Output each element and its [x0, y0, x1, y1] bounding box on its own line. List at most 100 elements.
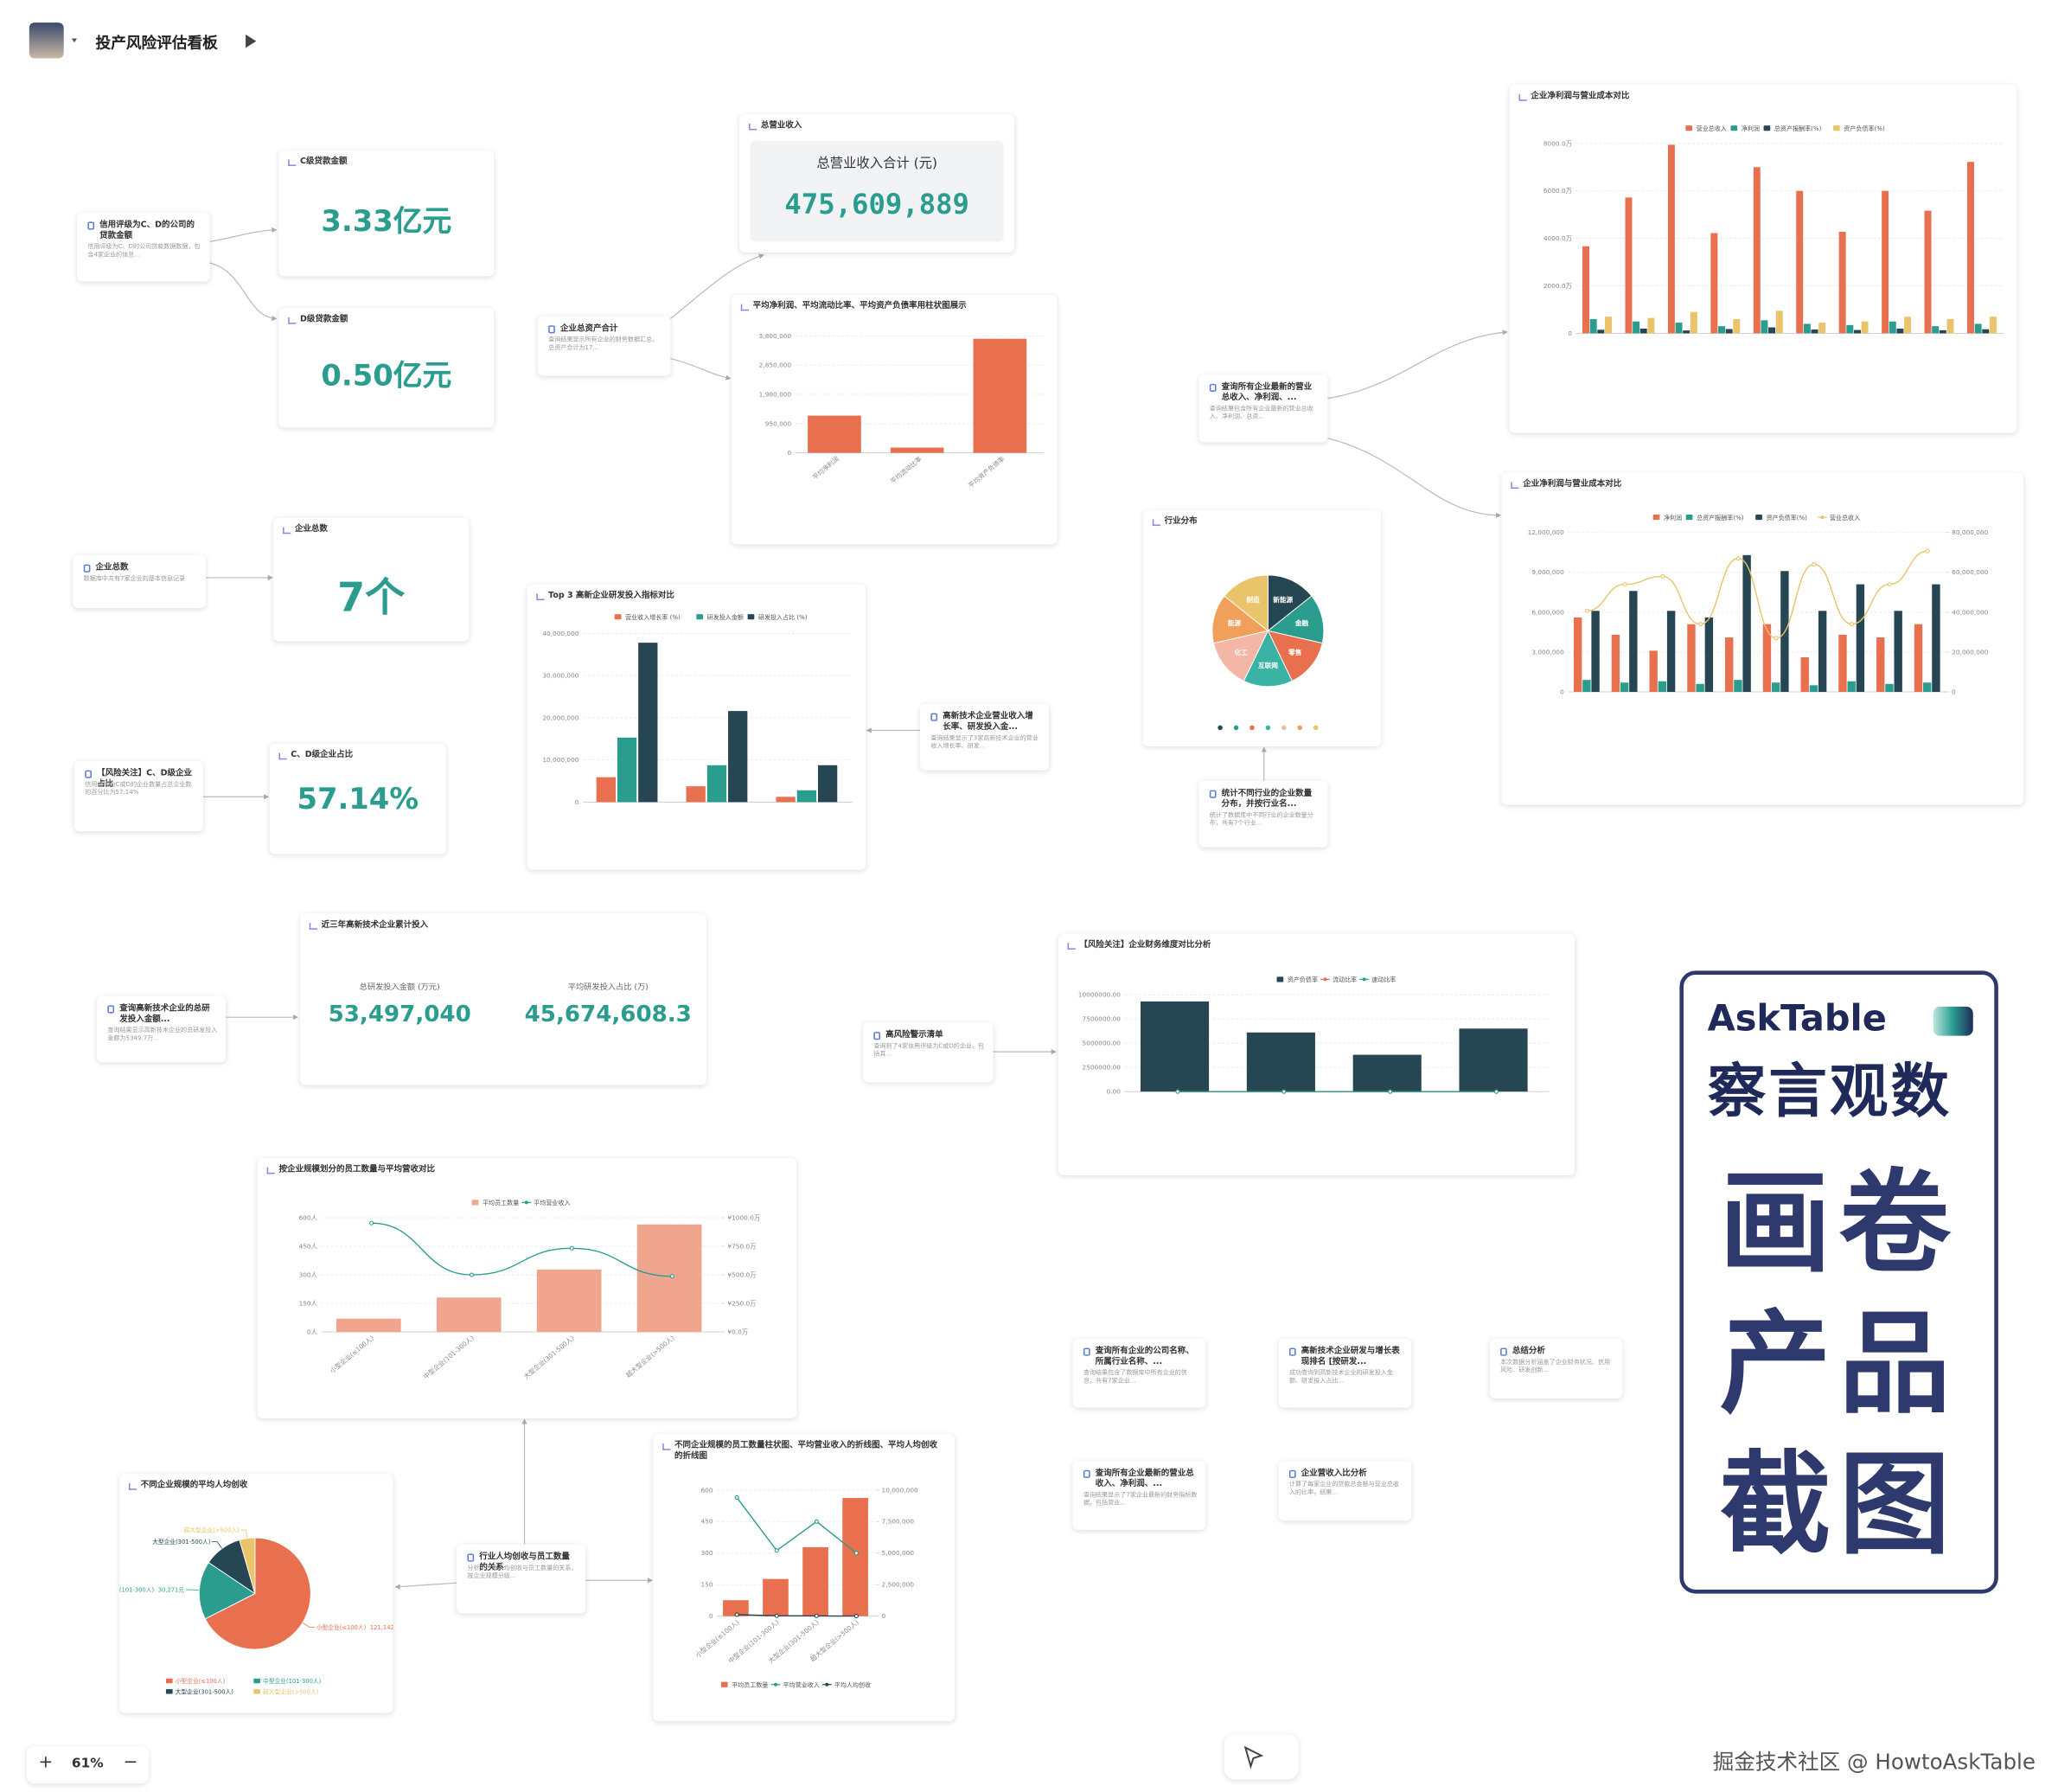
db-icon: [83, 564, 91, 573]
query-card[interactable]: 高新技术企业研发与增长表现排名 [按研发... 成功查询到高新技术企业的研发投入金…: [1278, 1338, 1412, 1408]
slice-label: 能源: [1228, 618, 1242, 627]
legend-swatch: [165, 1689, 173, 1694]
y2-tick-label: ¥1000.0万: [727, 1213, 760, 1221]
metric-label: C级贷款金额: [300, 157, 348, 166]
chart-plot: 0 3,000,000 6,000,000 9,000,000 12,000,000 0 2…: [1528, 514, 1989, 696]
query-card[interactable]: 高新技术企业营业收入增长率、研发投入金... 查询结果显示了3家高新技术企业的营业…: [920, 703, 1050, 771]
y-tick-label: 950,000: [765, 419, 792, 427]
summary-box: 总营业收入合计 (元) 475,609,889: [750, 140, 1004, 242]
bar: [1932, 326, 1940, 334]
y2-tick-label: 2,500,000: [882, 1581, 915, 1589]
query-card[interactable]: 高风险警示清单 查询到了4家信用评级为C或D的企业，包括其...: [863, 1022, 994, 1083]
avatar[interactable]: [29, 22, 64, 59]
line-point: [1887, 582, 1892, 587]
query-card[interactable]: 查询高新技术企业的总研发投入金额... 查询结果显示高新技术企业的总研发投入金额为…: [97, 995, 227, 1063]
legend-dot: [774, 1682, 778, 1686]
bar: [1620, 682, 1629, 692]
query-card[interactable]: 查询所有企业最新的营业总收入、净利润、... 查询结果显示了7家企业最新的财务指标…: [1072, 1461, 1206, 1530]
y-tick-label: 2500000.00: [1082, 1064, 1121, 1072]
bar: [1683, 330, 1690, 334]
chart-title: 行业分布: [1164, 516, 1198, 527]
summary-caption: 总营业收入合计 (元): [816, 157, 938, 172]
bar: [1853, 330, 1861, 334]
line-point: [814, 1613, 819, 1618]
y2-tick-label: 7,500,000: [882, 1518, 915, 1526]
legend-label: 资产负债率: [1288, 976, 1318, 983]
chart-icon: [288, 317, 297, 324]
legend-label: 总资产报酬率(%): [1697, 514, 1744, 522]
legend-label: 营业收入增长率 (%): [625, 613, 681, 621]
slice-label: 小型企业(≤100人)121,142元: [316, 1623, 393, 1631]
y-tick-label: 600人: [299, 1213, 318, 1221]
x-tick-label: 平均资产负债率: [967, 455, 1006, 490]
slice-value: 121,142元: [370, 1624, 393, 1631]
db-icon: [1500, 1347, 1507, 1356]
db-icon: [1209, 790, 1217, 798]
bar: [1882, 190, 1889, 334]
query-card[interactable]: 企业总资产合计 查询结果显示所有企业的财务数据汇总，总资产合计为17...: [537, 316, 671, 376]
query-card[interactable]: 企业营收入比分析 计算了每家企业的贷款总金额与营业总收入的比率，结果...: [1278, 1461, 1412, 1521]
bar: [1647, 317, 1655, 334]
legend-label: 超大型企业(>500人): [263, 1688, 319, 1696]
bar: [802, 1546, 828, 1616]
slice-category: 小型企业(≤100人): [316, 1623, 367, 1631]
legend-swatch: [1276, 976, 1284, 982]
zoom-in[interactable]: +: [38, 1752, 54, 1773]
db-icon: [873, 1032, 881, 1040]
db-icon: [1209, 383, 1217, 392]
y-tick-label: 450: [701, 1518, 713, 1526]
query-title: 企业总数: [95, 563, 129, 573]
bar: [1589, 318, 1597, 334]
query-card[interactable]: 【风险关注】C、D级企业占比 信用评级为C或D的企业数量占总企业数的百分比为57.…: [74, 760, 203, 832]
metric-label: D级贷款金额: [300, 314, 348, 324]
y-tick-label: 3,800,000: [759, 332, 792, 340]
board-title: 投产风险评估看板: [95, 33, 218, 52]
bar: [1690, 311, 1697, 334]
caret-icon[interactable]: [71, 38, 78, 43]
y-tick-label: 6,000,000: [1531, 608, 1564, 616]
bar: [1974, 323, 1982, 334]
legend-label: 平均营业收入: [783, 1681, 819, 1689]
chart-card: 企业净利润与营业成本对比 0 3,000,000 6,000,000 9,000,000…: [1501, 472, 2024, 805]
metric-value: 7个: [337, 574, 406, 621]
legend-label: 净利润: [1664, 514, 1682, 522]
query-card[interactable]: 查询所有企业的公司名称、所属行业名称、... 查询结果包含了数据库中所有企业的信息…: [1072, 1338, 1206, 1408]
stats-value: 53,497,040: [328, 1001, 471, 1028]
play-icon[interactable]: [246, 34, 257, 48]
query-card[interactable]: 信用评级为C、D的公司的贷款金额 信用评级为C、D的公司贷款数据数据，包含4家企业…: [77, 212, 210, 282]
bar: [1838, 634, 1847, 692]
y2-tick-label: ¥500.0万: [727, 1271, 756, 1279]
query-card[interactable]: 行业人均创收与员工数量的关系 分析了行业人均创收与员工数量的关系，按企业规模分级.…: [457, 1544, 586, 1614]
pie-slice: [239, 1537, 256, 1594]
query-card[interactable]: 查询所有企业最新的营业总收入、净利润、... 查询结果包含所有企业最新的营业总收入…: [1198, 374, 1328, 443]
y-tick-label: 40,000,000: [542, 630, 578, 637]
bar: [1246, 1032, 1315, 1092]
query-card[interactable]: 企业总数 数据库中共有7家企业的基本信息记录: [73, 554, 206, 609]
legend-swatch: [747, 614, 755, 620]
bar: [1939, 330, 1946, 334]
query-card[interactable]: 总结分析 本次数据分析涵盖了企业财务状况、信用风险、研发创新...: [1489, 1338, 1623, 1398]
pointer-tool[interactable]: [1224, 1734, 1299, 1780]
bar: [1989, 317, 1997, 334]
bar: [1718, 326, 1725, 334]
query-card[interactable]: 统计不同行业的企业数量分布，并按行业名... 统计了数据库中不同行业的企业数量分布…: [1198, 780, 1328, 848]
x-tick-label: 中型企业(101-300人): [422, 1334, 476, 1380]
zoom-out[interactable]: −: [123, 1752, 138, 1773]
x-tick-label: 大型企业(301-500人): [522, 1334, 576, 1380]
y-tick-label: 150: [701, 1581, 713, 1589]
bar: [1352, 1054, 1422, 1092]
metric-label: C、D级企业占比: [291, 750, 354, 760]
query-title: 总结分析: [1512, 1346, 1545, 1356]
query-desc: 成功查询到高新技术企业的研发投入金额、研发投入占比...: [1288, 1370, 1393, 1386]
y2-tick-label: ¥250.0万: [727, 1300, 756, 1308]
bar: [1856, 584, 1865, 692]
legend-swatch: [253, 1678, 260, 1684]
query-desc: 计算了每家企业的贷款总金额与营业总收入的比率，结果...: [1288, 1482, 1399, 1498]
bar: [1675, 323, 1683, 334]
legend-label: 净利润: [1742, 125, 1760, 132]
bar: [842, 1498, 868, 1616]
chart-plot: 小型企业(≤100人)121,142元中型企业(101-300人)30,271元…: [119, 1526, 393, 1696]
bar: [1573, 617, 1582, 692]
line-point: [369, 1220, 374, 1226]
